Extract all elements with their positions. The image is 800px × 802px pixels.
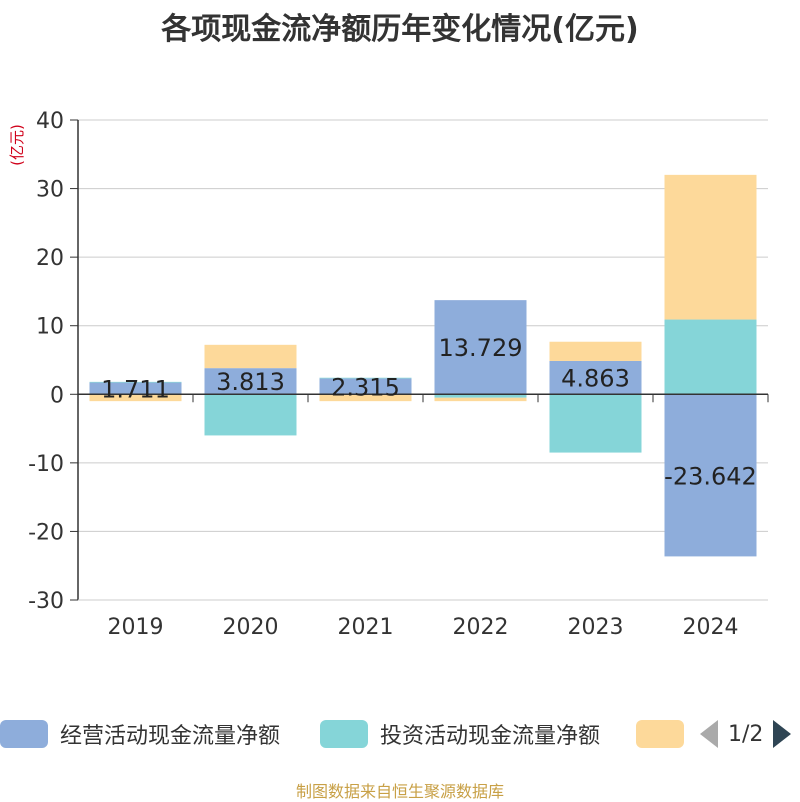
data-label: 13.729 (439, 334, 523, 362)
bar-segment (89, 382, 182, 395)
x-tick-label: 2024 (683, 615, 739, 640)
y-tick-label: 10 (36, 315, 64, 340)
legend-label-operating: 经营活动现金流量净额 (60, 724, 281, 749)
data-label: -23.642 (664, 462, 757, 490)
bar-segment (204, 368, 297, 395)
y-tick-label: 20 (36, 246, 64, 271)
legend-swatch-investing (320, 720, 368, 748)
bar-segment (549, 341, 642, 361)
data-label: 4.863 (561, 365, 630, 393)
y-tick-label: -30 (28, 589, 64, 614)
bar-segment (664, 174, 757, 320)
y-tick-label: 0 (50, 383, 64, 408)
y-axis-label: (亿元) (8, 124, 26, 166)
x-tick-label: 2022 (453, 615, 509, 640)
data-source-note: 制图数据来自恒生聚源数据库 (295, 782, 504, 801)
legend-label-investing: 投资活动现金流量净额 (380, 724, 601, 749)
legend-prev-icon[interactable] (700, 720, 718, 748)
data-label: 3.813 (216, 368, 285, 396)
bar-segment (89, 381, 182, 383)
x-tick-label: 2020 (223, 615, 279, 640)
bar-segment (434, 394, 527, 398)
bar-segment (319, 378, 412, 395)
bar-segment (319, 377, 412, 379)
bar-segment (319, 394, 412, 402)
chart-title: 各项现金流净额历年变化情况(亿元) (161, 12, 639, 47)
bar-segment (434, 397, 527, 402)
bar-segment (664, 319, 757, 395)
x-tick-label: 2021 (338, 615, 394, 640)
legend: 经营活动现金流量净额 投资活动现金流量净额 (0, 712, 800, 756)
bar-chart: 40 30 20 10 0 -10 -20 -30 (亿元) 2019 2020 2021 2022 20… (8, 109, 769, 640)
legend-item-financing[interactable] (636, 712, 696, 756)
bar-segment (89, 394, 182, 402)
bar-segment (434, 300, 527, 395)
y-tick-label: -20 (28, 520, 64, 545)
bar-segment (549, 360, 642, 395)
y-tick-label: 30 (36, 178, 64, 203)
legend-item-operating[interactable]: 经营活动现金流量净额 (0, 712, 280, 756)
legend-swatch-operating (0, 720, 48, 748)
x-tick-label: 2023 (568, 615, 624, 640)
y-tick-label: -10 (28, 452, 64, 477)
bar-segment (204, 344, 297, 369)
bar-segment (664, 394, 757, 557)
bar-segment (204, 394, 297, 436)
bar-segment (549, 394, 642, 453)
y-tick-label: 40 (36, 109, 64, 134)
legend-pager: 1/2 (700, 712, 800, 756)
legend-next-icon[interactable] (773, 720, 792, 748)
data-label: 1.711 (101, 375, 170, 403)
legend-page-indicator: 1/2 (728, 721, 764, 747)
data-label: 2.315 (331, 373, 400, 401)
legend-item-investing[interactable]: 投资活动现金流量净额 (320, 712, 600, 756)
legend-swatch-financing (636, 720, 684, 748)
x-tick-label: 2019 (108, 615, 164, 640)
